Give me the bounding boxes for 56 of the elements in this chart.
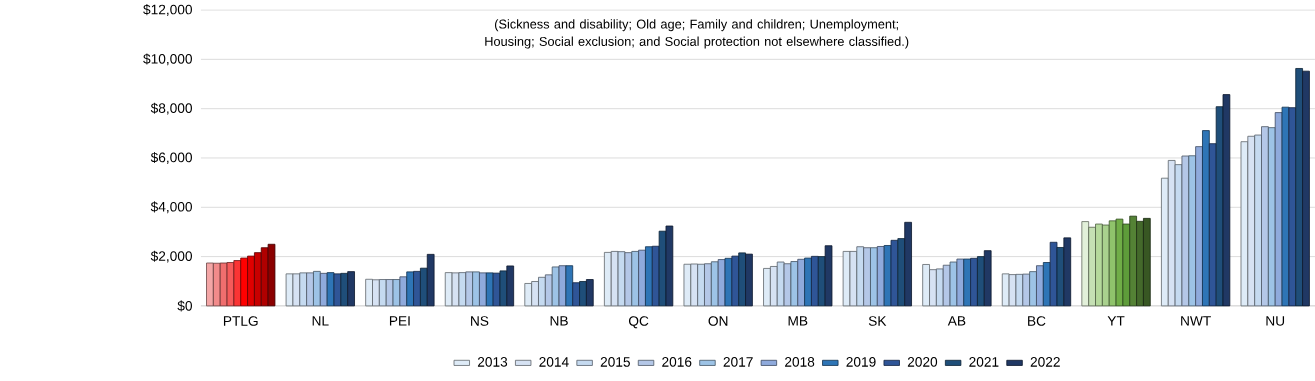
bar — [1202, 130, 1210, 307]
bar — [1288, 107, 1297, 307]
text: (Sickness and disability; Old age; Family and children; Unemployment; Housing; Social exclusion; and Social protection not elsewhere classified.) — [485, 19, 909, 49]
legend-label: 2018 — [785, 357, 815, 367]
x-tick-label: QC — [628, 316, 649, 329]
y-tick-label: $2,000 — [150, 250, 192, 263]
bar — [572, 282, 580, 307]
y-tick-label: $12,000 — [143, 4, 192, 17]
y-tick-label: $0 — [177, 300, 192, 312]
bar — [1208, 143, 1217, 307]
bar — [645, 246, 653, 307]
bar — [333, 273, 342, 307]
bar — [970, 258, 978, 307]
bar — [1042, 262, 1051, 307]
legend-label: 2013 — [477, 357, 508, 367]
bar — [811, 256, 819, 307]
x-tick-label: NWT — [1181, 316, 1211, 326]
bar — [326, 272, 335, 307]
y-tick-label: $4,000 — [150, 201, 192, 214]
x-tick-label: ON — [708, 316, 728, 326]
legend-label: 2019 — [846, 357, 876, 367]
x-tick-label: PTLG — [223, 316, 258, 326]
legend-label: 2016 — [662, 357, 692, 367]
bar — [804, 257, 812, 307]
x-tick-label: NU — [1266, 316, 1285, 326]
legend-label: 2021 — [969, 357, 999, 367]
bar — [492, 272, 501, 307]
bar — [731, 255, 740, 307]
x-tick-label: BC — [1028, 316, 1046, 326]
x-tick-label: NB — [550, 316, 568, 326]
legend-label: 2017 — [723, 357, 753, 367]
legend-label: 2022 — [1030, 357, 1060, 367]
bar — [890, 240, 899, 307]
legend-label: 2020 — [907, 357, 938, 367]
bar — [1281, 106, 1290, 307]
bar — [565, 265, 574, 307]
bar — [406, 271, 414, 307]
bar — [233, 260, 242, 307]
legend-label: 2014 — [539, 357, 569, 367]
y-tick-label: $6,000 — [150, 152, 192, 165]
bar — [1081, 221, 1090, 307]
legend-label: 2015 — [600, 357, 630, 367]
bar — [267, 243, 276, 307]
bar — [963, 258, 971, 307]
x-tick-label: NL — [312, 316, 329, 326]
y-tick-label: $10,000 — [143, 53, 192, 66]
x-tick-label: SK — [868, 316, 887, 326]
x-tick-label: AB — [947, 316, 966, 326]
x-tick-label: YT — [1107, 316, 1125, 326]
bar — [724, 258, 733, 307]
bar — [413, 271, 421, 307]
x-tick-label: NS — [471, 316, 489, 326]
bar — [240, 257, 248, 307]
y-tick-label: $8,000 — [150, 102, 192, 115]
x-tick-label: MB — [788, 316, 808, 326]
x-tick-label: PEI — [389, 316, 410, 326]
